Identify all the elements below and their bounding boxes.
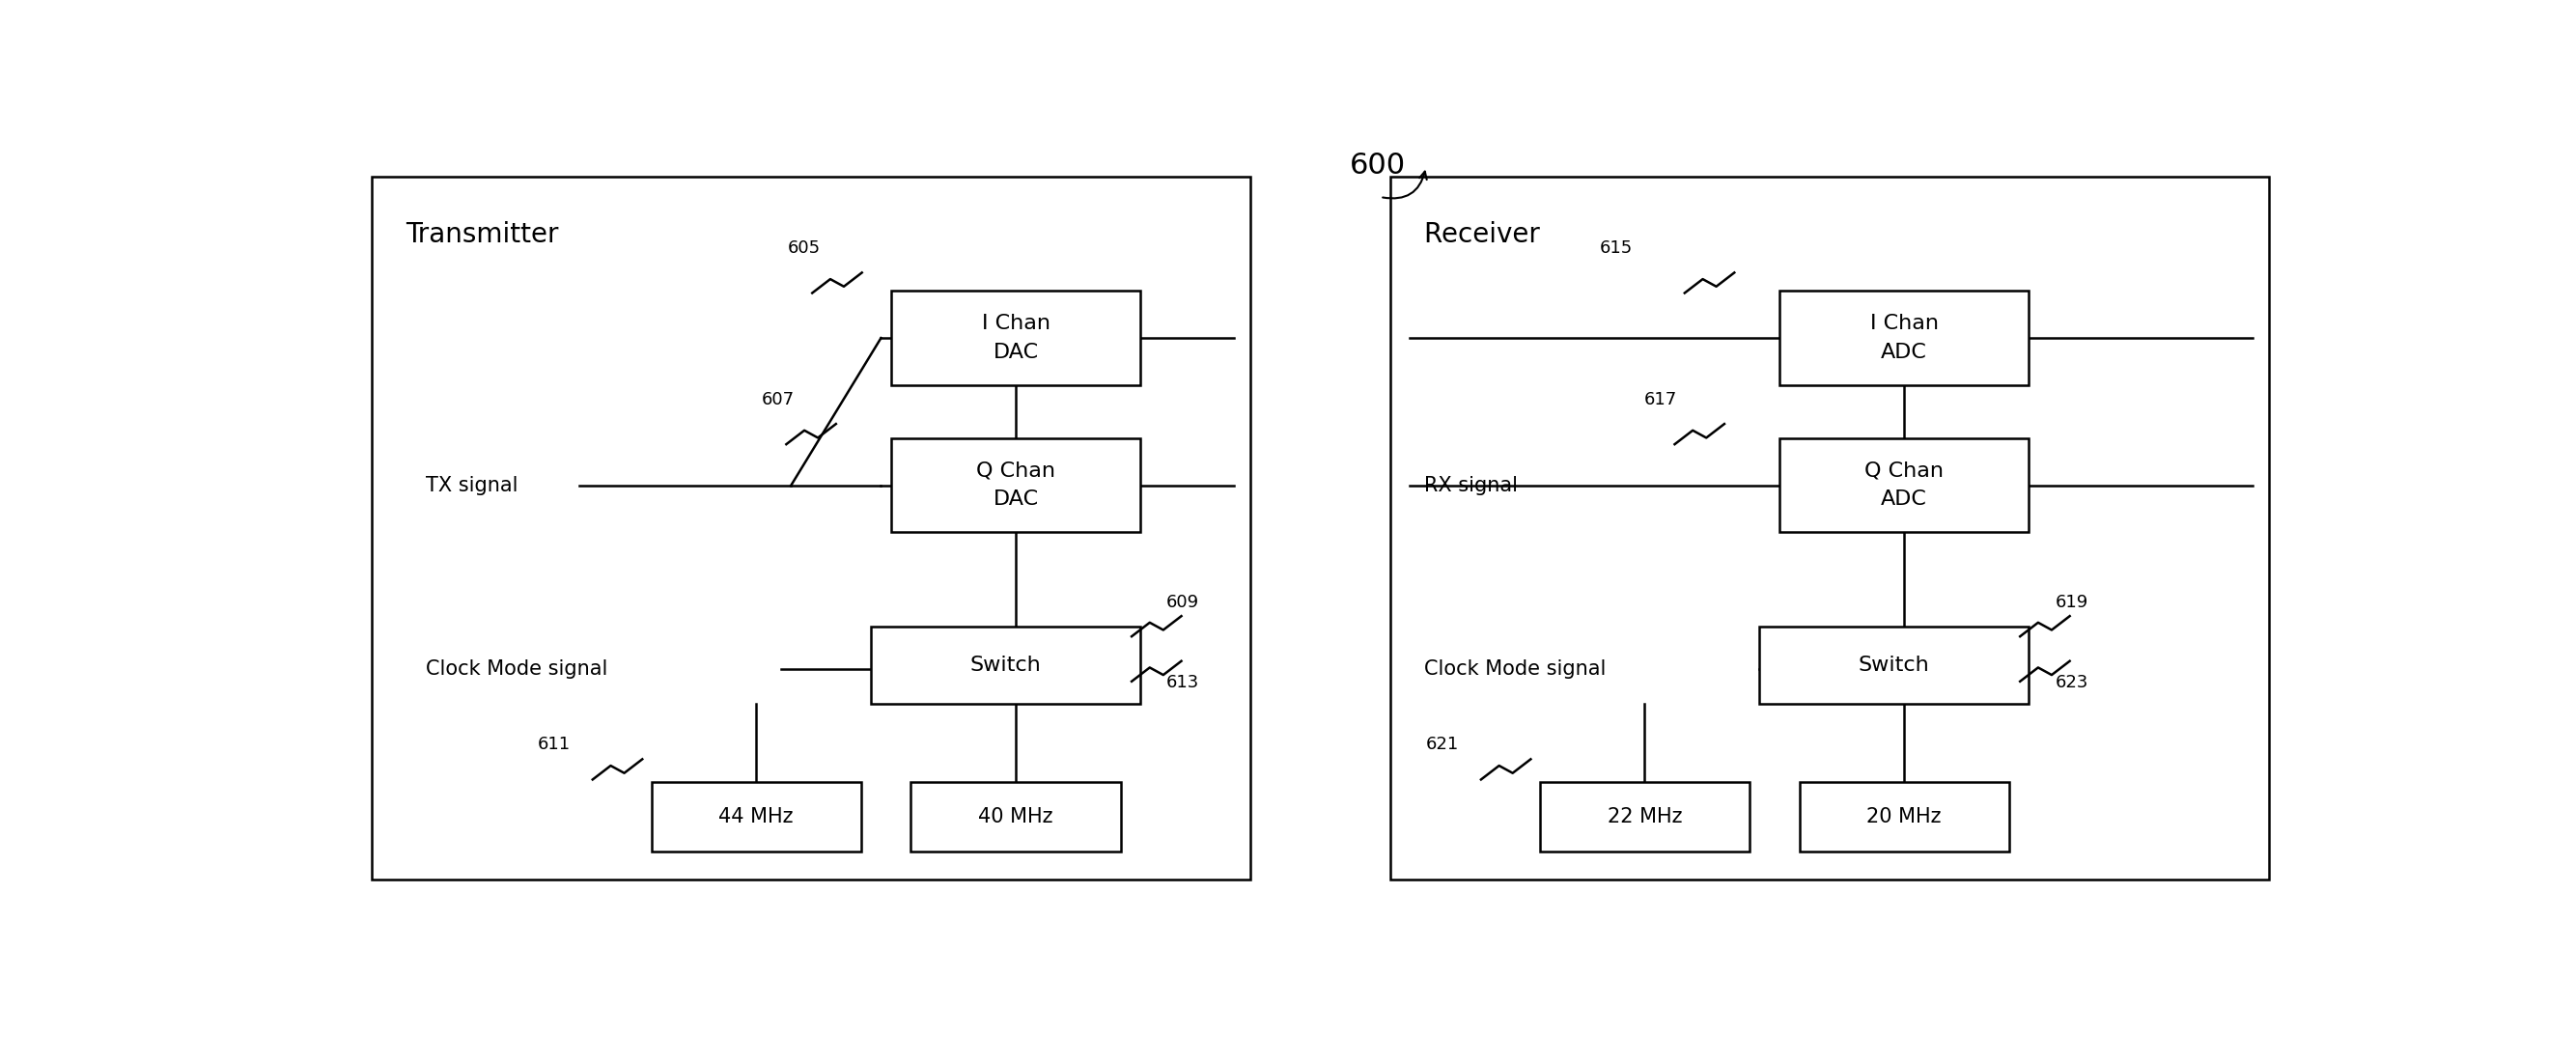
Text: 617: 617 (1643, 391, 1677, 408)
Bar (871, 627, 1141, 704)
Text: 611: 611 (538, 736, 569, 753)
Text: 623: 623 (2056, 674, 2089, 691)
Text: Q Chan
ADC: Q Chan ADC (1865, 461, 1945, 509)
Text: TX signal: TX signal (425, 476, 518, 495)
FancyArrowPatch shape (1383, 171, 1427, 199)
Text: 621: 621 (1427, 736, 1458, 753)
Text: 613: 613 (1167, 674, 1200, 691)
Text: Clock Mode signal: Clock Mode signal (425, 660, 608, 679)
Text: 20 MHz: 20 MHz (1868, 807, 1942, 826)
Bar (912, 782, 1121, 851)
Bar (652, 782, 860, 851)
Text: Receiver: Receiver (1425, 222, 1548, 249)
Text: 607: 607 (762, 391, 793, 408)
Text: I Chan
DAC: I Chan DAC (981, 314, 1051, 362)
Bar (1391, 176, 2269, 879)
Bar (1780, 439, 2030, 532)
Text: 44 MHz: 44 MHz (719, 807, 793, 826)
Text: 619: 619 (2056, 594, 2089, 612)
Bar (1540, 782, 1749, 851)
Text: I Chan
ADC: I Chan ADC (1870, 314, 1937, 362)
Bar (371, 176, 1249, 879)
Text: 22 MHz: 22 MHz (1607, 807, 1682, 826)
Text: 40 MHz: 40 MHz (979, 807, 1054, 826)
Bar (1780, 291, 2030, 386)
Text: 615: 615 (1600, 239, 1633, 257)
Bar (891, 291, 1141, 386)
Text: RX signal: RX signal (1425, 476, 1517, 495)
Text: 605: 605 (788, 239, 819, 257)
Text: Q Chan
DAC: Q Chan DAC (976, 461, 1056, 509)
Text: Switch: Switch (1857, 655, 1929, 674)
Text: Switch: Switch (971, 655, 1041, 674)
Text: 600: 600 (1350, 152, 1406, 179)
Bar (1798, 782, 2009, 851)
Text: 609: 609 (1167, 594, 1200, 612)
Bar (1759, 627, 2030, 704)
Bar (891, 439, 1141, 532)
Text: Transmitter: Transmitter (407, 222, 567, 249)
Text: Clock Mode signal: Clock Mode signal (1425, 660, 1605, 679)
